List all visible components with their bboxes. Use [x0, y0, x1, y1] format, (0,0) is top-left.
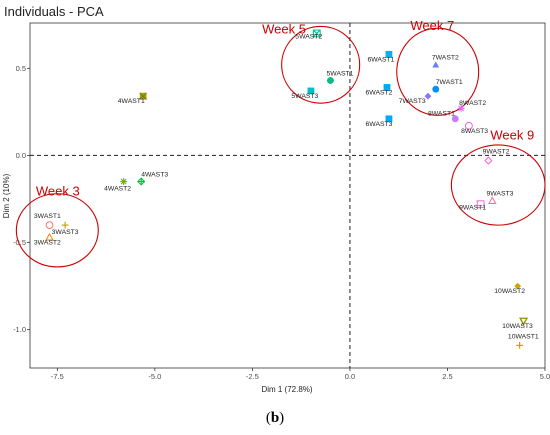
point-label: 3WAST2 — [34, 239, 61, 246]
data-point-3wast3 — [61, 221, 69, 229]
point-label: 5WAST3 — [291, 93, 318, 100]
data-point-7wast1 — [432, 85, 440, 93]
week-ellipse — [15, 193, 99, 268]
week-label: Week 3 — [36, 184, 80, 199]
y-tick-label: 0.0 — [16, 151, 26, 160]
axis-ticks: -7.5 -5.0 -2.5 0.0 2.5 5.0 -1.0 -0.5 0.0 0.5 — [13, 64, 550, 381]
data-point-9wast1 — [476, 200, 485, 209]
data-point-10wast2 — [514, 282, 522, 290]
point-label: 6WAST3 — [366, 121, 393, 128]
x-tick-label: -7.5 — [51, 372, 64, 381]
point-label: 10WAST2 — [494, 288, 525, 295]
data-point-3wast2 — [45, 232, 54, 241]
data-point-7wast3 — [424, 92, 432, 100]
point-label: 9WAST3 — [486, 191, 513, 198]
data-point-4wast2 — [120, 178, 128, 185]
point-label: 4WAST3 — [141, 171, 168, 178]
data-point-10wast3 — [519, 317, 529, 326]
data-point-6wast2 — [383, 84, 391, 91]
point-label: 8WAST2 — [459, 100, 486, 107]
data-point-8wast1 — [451, 115, 459, 123]
caption-letter: b — [270, 410, 280, 426]
data-point-3wast1 — [45, 221, 54, 230]
week-ellipse — [281, 25, 361, 104]
point-label: 5WAST2 — [295, 34, 322, 41]
point-label: 4WAST1 — [118, 98, 145, 105]
data-point-4wast1 — [139, 92, 147, 100]
data-point-6wast3 — [385, 115, 393, 123]
point-label: 7WAST2 — [432, 55, 459, 62]
x-axis-label: Dim 1 (72.8%) — [261, 385, 312, 394]
point-label: 10WAST3 — [502, 323, 533, 330]
x-tick-label: 5.0 — [540, 372, 550, 381]
data-point-8wast2 — [457, 104, 465, 112]
week-label: Week 9 — [490, 128, 534, 143]
point-label: 9WAST1 — [459, 204, 486, 211]
data-point-9wast2 — [484, 156, 493, 165]
week-label: Week 7 — [410, 18, 454, 33]
reference-lines — [30, 23, 545, 368]
point-label: 6WAST2 — [366, 89, 393, 96]
point-label: 7WAST3 — [399, 98, 426, 105]
x-tick-label: 0.0 — [345, 372, 355, 381]
data-point-5wast1 — [327, 77, 334, 84]
week-label: Week 5 — [262, 21, 306, 36]
data-points: 3WAST1 3WAST2 3WAST3 4WAST1 4WAST2 4WAST3 5WAS… — [34, 29, 539, 349]
week-ellipse — [396, 27, 480, 116]
pca-chart: Individuals - PCA -7.5 -5.0 -2.5 0.0 2.5 5.0-… — [2, 4, 550, 394]
y-axis-label: Dim 2 (10%) — [2, 173, 11, 218]
x-tick-label: -5.0 — [148, 372, 161, 381]
data-point-6wast1 — [385, 50, 393, 58]
y-tick-label: -0.5 — [13, 238, 26, 247]
data-point-8wast3 — [465, 121, 473, 130]
x-tick-label: -2.5 — [246, 372, 259, 381]
data-point-7wast2 — [432, 61, 440, 68]
data-point-5wast3 — [307, 87, 315, 95]
plot-frame — [29, 22, 546, 369]
data-point-9wast3 — [488, 196, 497, 204]
chart-title: Individuals - PCA — [4, 4, 104, 19]
figure-caption: (b) — [0, 410, 550, 427]
y-tick-label: 0.5 — [16, 64, 26, 73]
week-annotations: Week 3 Week 5 Week 7 Week 9 — [15, 18, 546, 268]
point-label: 3WAST1 — [34, 213, 61, 220]
point-label: 5WAST1 — [327, 70, 354, 77]
point-label: 10WAST1 — [508, 333, 539, 340]
data-point-10wast1 — [516, 341, 524, 349]
y-tick-label: -1.0 — [13, 325, 26, 334]
point-label: 7WAST1 — [436, 79, 463, 86]
data-point-4wast3 — [137, 177, 146, 186]
x-tick-label: 2.5 — [442, 372, 452, 381]
point-label: 6WAST1 — [367, 56, 394, 63]
point-label: 8WAST3 — [461, 128, 488, 135]
point-label: 3WAST3 — [52, 229, 79, 236]
data-point-5wast2 — [312, 29, 321, 38]
point-label: 9WAST2 — [483, 149, 510, 156]
caption-open: ( — [265, 410, 271, 426]
caption-close: ) — [279, 410, 285, 426]
week-ellipse — [450, 144, 546, 226]
point-label: 8WAST1 — [428, 110, 455, 117]
point-label: 4WAST2 — [104, 185, 131, 192]
